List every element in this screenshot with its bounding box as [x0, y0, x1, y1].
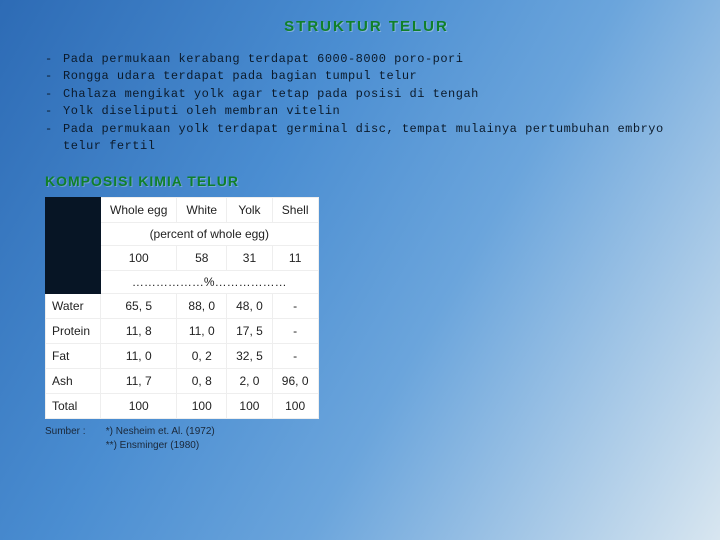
table-cell: 31: [227, 246, 273, 271]
table-cell: 11: [272, 246, 318, 271]
table-cell: 96, 0: [272, 369, 318, 394]
table-cell: Whole egg: [101, 198, 177, 223]
table-cell: 88, 0: [177, 294, 227, 319]
table-cell: 0, 2: [177, 344, 227, 369]
table-cell: [46, 246, 101, 271]
table-cell: [46, 271, 101, 294]
table-cell: 11, 8: [101, 319, 177, 344]
table-cell: 0, 8: [177, 369, 227, 394]
table-cell: 32, 5: [227, 344, 273, 369]
table-cell: Yolk: [227, 198, 273, 223]
source-refs: *) Nesheim et. Al. (1972)**) Ensminger (…: [106, 425, 215, 453]
table-cell: Protein: [46, 319, 101, 344]
table-cell: 11, 0: [101, 344, 177, 369]
table-cell: White: [177, 198, 227, 223]
bullet-item: -Yolk diseliputi oleh membran vitelin: [45, 103, 688, 120]
bullet-item: -Chalaza mengikat yolk agar tetap pada p…: [45, 86, 688, 103]
main-title: STRUKTUR TELUR: [45, 18, 688, 35]
table-cell: 2, 0: [227, 369, 273, 394]
bullet-item: -Pada permukaan yolk terdapat germinal d…: [45, 121, 688, 156]
table-cell: 100: [177, 394, 227, 419]
table-cell: 100: [272, 394, 318, 419]
table-cell: 100: [227, 394, 273, 419]
section-subtitle: KOMPOSISI KIMIA TELUR: [45, 173, 688, 189]
table-cell: -: [272, 344, 318, 369]
table-cell: 17, 5: [227, 319, 273, 344]
bullet-item: -Rongga udara terdapat pada bagian tumpu…: [45, 68, 688, 85]
table-cell: 100: [101, 394, 177, 419]
table-cell: [46, 198, 101, 223]
source-label: Sumber :: [45, 425, 103, 439]
composition-table: Whole eggWhiteYolkShell(percent of whole…: [45, 197, 319, 419]
table-cell: 65, 5: [101, 294, 177, 319]
table-cell: -: [272, 319, 318, 344]
source-citation: Sumber : *) Nesheim et. Al. (1972)**) En…: [45, 425, 688, 453]
bullet-item: -Pada permukaan kerabang terdapat 6000-8…: [45, 51, 688, 68]
table-cell: ………………%………………: [101, 271, 318, 294]
table-cell: 11, 0: [177, 319, 227, 344]
table-cell: Total: [46, 394, 101, 419]
table-cell: 58: [177, 246, 227, 271]
table-cell: Water: [46, 294, 101, 319]
table-cell: Fat: [46, 344, 101, 369]
table-cell: Ash: [46, 369, 101, 394]
table-cell: (percent of whole egg): [101, 223, 318, 246]
table-cell: -: [272, 294, 318, 319]
table-cell: Shell: [272, 198, 318, 223]
table-cell: 48, 0: [227, 294, 273, 319]
table-cell: 100: [101, 246, 177, 271]
table-cell: [46, 223, 101, 246]
table-cell: 11, 7: [101, 369, 177, 394]
bullet-list: -Pada permukaan kerabang terdapat 6000-8…: [45, 51, 688, 155]
